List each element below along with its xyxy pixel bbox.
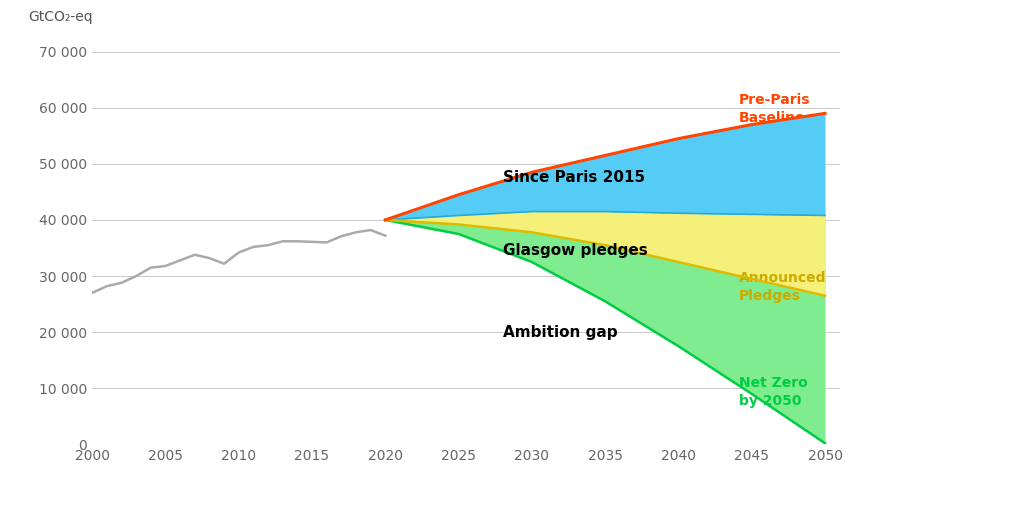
Text: Net Zero
by 2050: Net Zero by 2050 (738, 376, 808, 408)
Text: GtCO₂-eq: GtCO₂-eq (29, 10, 93, 24)
Text: Stated
Policies: Stated Policies (738, 186, 799, 218)
Text: Announced
Pledges: Announced Pledges (738, 271, 826, 303)
Text: Since Paris 2015: Since Paris 2015 (503, 170, 645, 185)
Text: Glasgow pledges: Glasgow pledges (503, 243, 647, 259)
Text: Ambition gap: Ambition gap (503, 325, 617, 340)
Text: Pre-Paris
Baseline: Pre-Paris Baseline (738, 93, 810, 125)
